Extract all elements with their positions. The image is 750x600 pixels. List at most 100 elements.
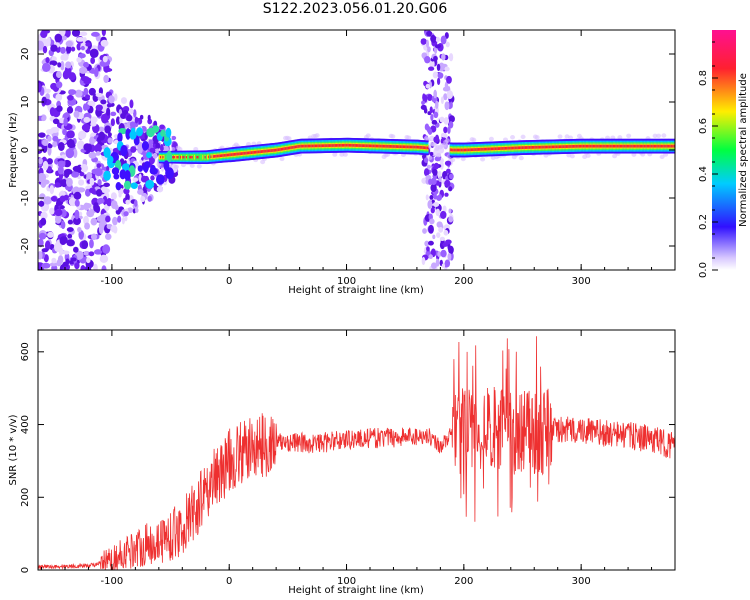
spectrogram-band-segment: [197, 155, 200, 159]
spectrogram-xtick-label: 300: [572, 276, 591, 287]
spectrogram-band-segment: [565, 145, 569, 148]
spectrogram-noise-dot: [49, 262, 58, 267]
snr-panel: -100 0 100 200 300 0 200 400 600 Height of strai…: [8, 329, 676, 596]
spectrogram-band-segment: [191, 155, 194, 159]
spectrogram-band-segment: [474, 148, 477, 151]
spectrogram-noise-dot: [105, 215, 111, 223]
spectrogram-noise-dot: [425, 83, 431, 89]
spectrogram-noise-dot: [437, 72, 444, 79]
spectrogram-noise-dot: [98, 126, 105, 132]
spectrogram-band-segment: [612, 144, 616, 148]
spectrogram-noise-dot: [84, 222, 90, 230]
spectrogram-noise-dot: [441, 263, 446, 269]
spectrogram-noise-dot: [424, 56, 431, 64]
spectrogram-noise-dot: [62, 236, 68, 244]
spectrogram-noise-dot: [66, 239, 75, 247]
spectrogram-band-segment: [216, 154, 219, 158]
spectrogram-halo-dot: [246, 142, 252, 147]
spectrogram-band-segment: [518, 146, 522, 150]
spectrogram-band-segment: [484, 147, 488, 151]
spectrogram-noise-dot: [79, 171, 85, 177]
spectrogram-noise-dot: [47, 144, 53, 149]
spectrogram-band-segment: [218, 154, 221, 158]
spectrogram-xlabel: Height of straight line (km): [288, 285, 424, 296]
spectrogram-noise-dot: [95, 151, 101, 156]
spectrogram-band-segment: [368, 144, 372, 148]
spectrogram-band-segment: [352, 143, 355, 147]
spectrogram-noise-dot: [420, 38, 427, 45]
spectrogram-noise-dot: [89, 187, 96, 194]
spectrogram-halo-dot: [444, 138, 450, 143]
spectrogram-band-segment: [575, 144, 578, 148]
spectrogram-noise-dot: [427, 46, 431, 53]
spectrogram-band-segment: [652, 144, 655, 148]
spectrogram-band-segment: [294, 145, 298, 149]
spectrogram-band-segment: [238, 152, 241, 156]
spectrogram-band-segment: [537, 145, 540, 149]
spectrogram-noise-dot: [85, 42, 91, 47]
spectrogram-band-segment: [314, 144, 318, 148]
spectrogram-band-segment: [664, 144, 667, 148]
spectrogram-band-segment: [161, 155, 164, 160]
spectrogram-noise-dot: [70, 46, 76, 52]
spectrogram-noise-dot: [436, 63, 441, 72]
spectrogram-band-segment: [413, 145, 416, 149]
spectrogram-band-segment: [621, 144, 624, 148]
spectrogram-noise-dot: [83, 87, 89, 96]
spectrogram-noise-dot: [125, 193, 130, 202]
spectrogram-blob: [145, 179, 155, 189]
spectrogram-band-segment: [538, 145, 542, 149]
spectrogram-band-segment: [501, 147, 504, 150]
spectrogram-band-segment: [611, 144, 614, 148]
spectrogram-band-segment: [476, 148, 479, 151]
spectrogram-halo-dot: [406, 135, 412, 140]
spectrogram-band-segment: [324, 144, 327, 148]
spectrogram-band-segment: [617, 144, 620, 148]
spectrogram-halo-dot: [286, 136, 292, 141]
spectrogram-band-segment: [511, 146, 515, 150]
spectrogram-band-segment: [328, 144, 332, 147]
spectrogram-band-segment: [632, 144, 635, 148]
spectrogram-band-segment: [231, 153, 234, 156]
spectrogram-band-segment: [409, 145, 413, 149]
spectrogram-noise-dot: [117, 215, 122, 223]
spectrogram-band-segment: [613, 144, 617, 148]
spectrogram-noise-dot: [61, 35, 67, 41]
spectrogram-noise-dot: [156, 186, 164, 193]
spectrogram-noise-dot: [433, 192, 437, 200]
spectrogram-noise-dot: [75, 36, 85, 42]
spectrogram-band-segment: [392, 145, 395, 148]
spectrogram-noise-dot: [79, 31, 88, 37]
spectrogram-noise-dot: [434, 156, 441, 162]
spectrogram-halo-dot: [460, 156, 466, 162]
spectrogram-noise-dot: [444, 101, 450, 111]
spectrogram-noise-dot: [66, 130, 75, 139]
spectrogram-band-segment: [286, 146, 289, 150]
spectrogram-band-segment: [262, 150, 265, 153]
spectrogram-band-segment: [514, 146, 517, 150]
spectrogram-band-segment: [635, 144, 638, 148]
spectrogram-band-segment: [618, 144, 621, 148]
spectrogram-noise-dot: [81, 123, 91, 132]
spectrogram-noise-dot: [428, 254, 433, 260]
spectrogram-band-segment: [282, 147, 285, 151]
spectrogram-band-segment: [544, 145, 547, 149]
spectrogram-halo-dot: [390, 134, 396, 139]
snr-series-line: [38, 336, 675, 570]
spectrogram-band-segment: [204, 155, 207, 159]
spectrogram-noise-dot: [423, 168, 430, 177]
spectrogram-band-segment: [497, 147, 501, 150]
spectrogram-halo-dot: [332, 152, 338, 157]
spectrogram-noise-dot: [430, 262, 437, 269]
spectrogram-noise-dot: [133, 199, 138, 207]
spectrogram-noise-dot: [422, 93, 426, 102]
spectrogram-noise-dot: [83, 79, 92, 85]
spectrogram-band-segment: [535, 145, 538, 149]
spectrogram-band-segment: [605, 144, 608, 148]
spectrogram-noise-dot: [432, 168, 438, 176]
spectrogram-band-segment: [277, 148, 280, 152]
spectrogram-band-segment: [479, 147, 482, 151]
spectrogram-band-segment: [407, 145, 410, 149]
snr-xtick-label: 200: [454, 576, 473, 587]
